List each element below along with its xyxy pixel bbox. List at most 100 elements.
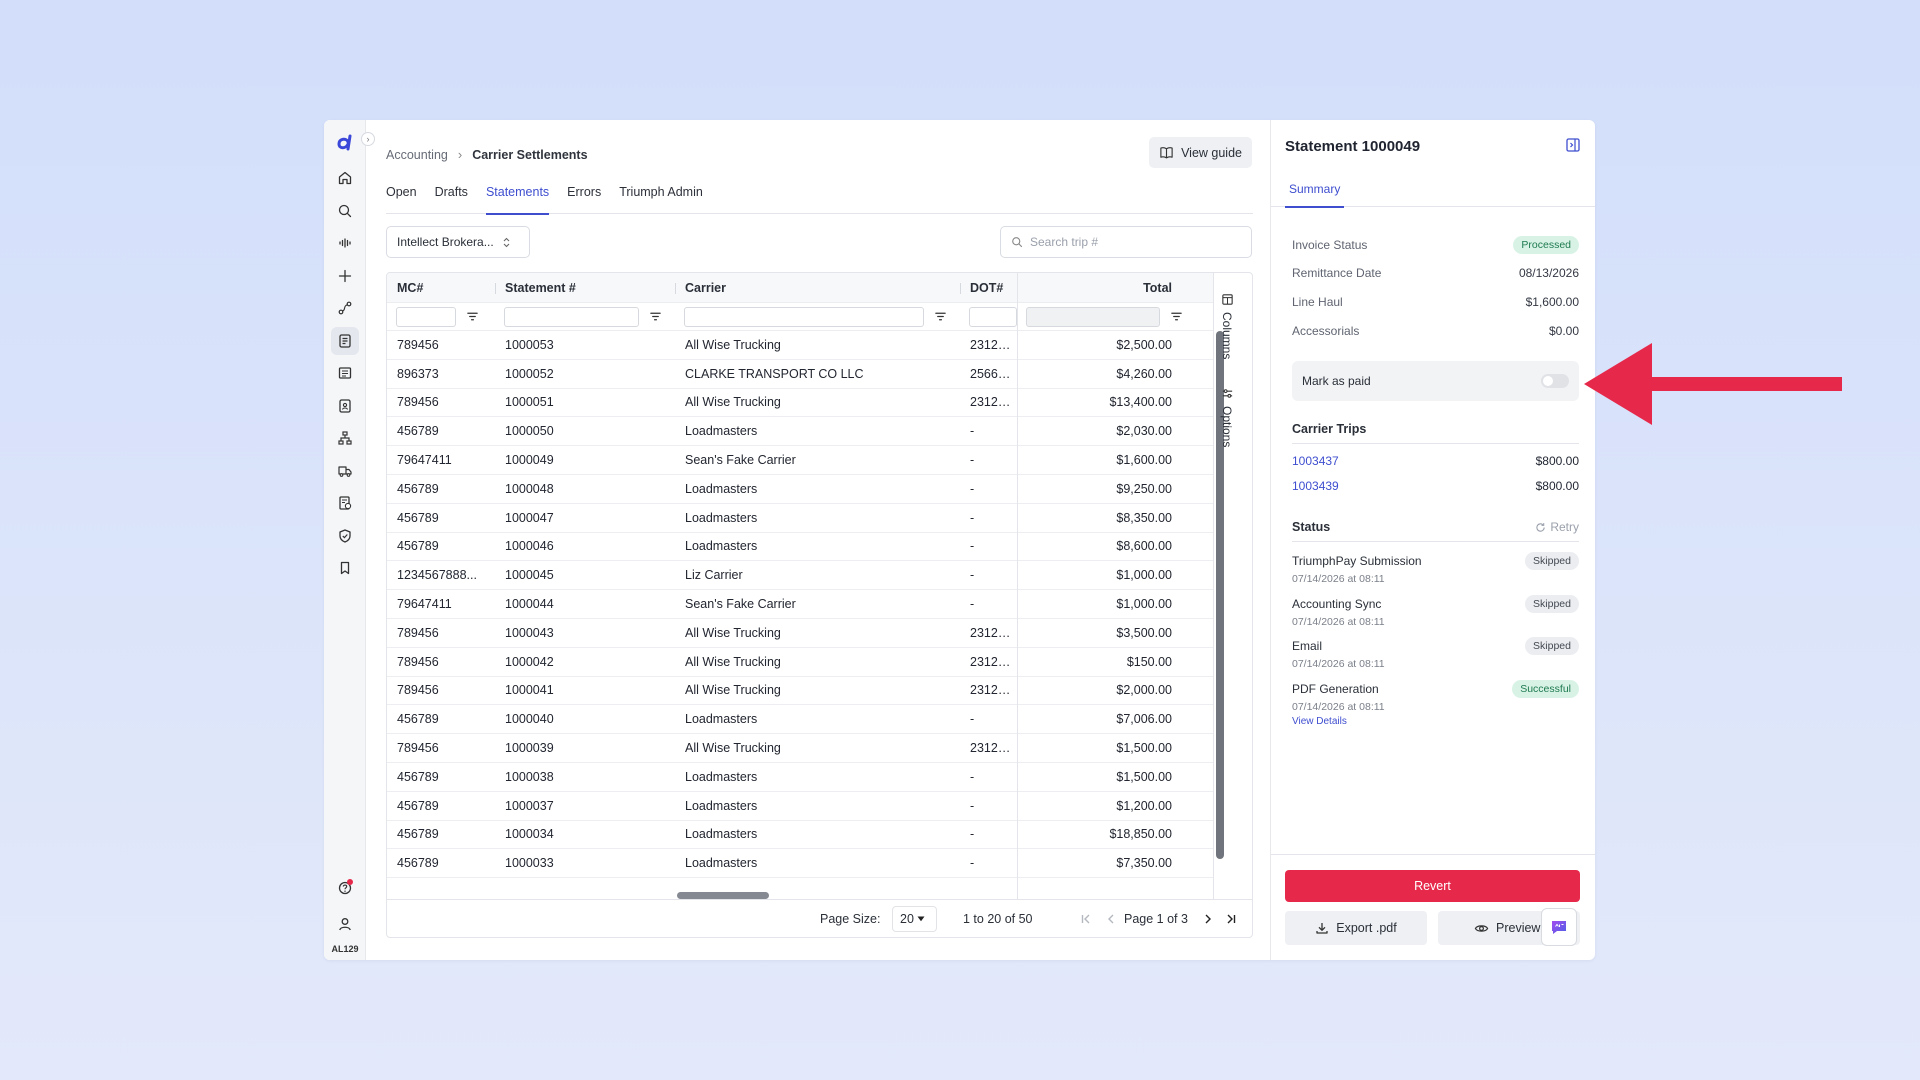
filter-input-carrier[interactable] <box>684 306 924 327</box>
sidebar-item-org[interactable] <box>331 424 359 452</box>
assistant-launcher-button[interactable] <box>1541 908 1577 946</box>
retry-button[interactable]: Retry <box>1535 520 1579 534</box>
column-header-dot[interactable]: DOT# <box>960 273 1017 302</box>
table-row[interactable]: 456789 1000037 Loadmasters - $1,200.00 <box>387 792 1213 821</box>
chevron-first-icon <box>1081 914 1090 923</box>
options-tool-tab[interactable]: Options <box>1220 387 1234 447</box>
tab-errors[interactable]: Errors <box>567 185 602 199</box>
route-icon <box>338 301 351 315</box>
tab-summary[interactable]: Summary <box>1285 182 1345 208</box>
filter-input-mc[interactable] <box>396 306 456 327</box>
cell-total: $1,500.00 <box>1116 769 1172 784</box>
export-pdf-button[interactable]: Export .pdf <box>1285 911 1427 945</box>
cell-mc: 789456 <box>397 683 439 698</box>
table-row[interactable]: 79647411 1000044 Sean's Fake Carrier - $1,00… <box>387 590 1213 619</box>
table-row[interactable]: 456789 1000047 Loadmasters - $8,350.00 <box>387 504 1213 533</box>
chevron-right-icon <box>1205 914 1211 923</box>
search-input[interactable] <box>1030 235 1230 249</box>
horizontal-scrollbar[interactable] <box>677 892 769 899</box>
filter-cell-statement <box>495 303 675 330</box>
table-row[interactable]: 456789 1000034 Loadmasters - $18,850.00 <box>387 821 1213 850</box>
sidebar-item-create[interactable] <box>331 262 359 290</box>
table-row[interactable]: 456789 1000040 Loadmasters - $7,006.00 <box>387 705 1213 735</box>
sidebar-item-home[interactable] <box>331 164 359 192</box>
sidebar-item-search[interactable] <box>331 197 359 225</box>
sidebar-item-voice[interactable] <box>331 229 359 257</box>
previous-page-button[interactable] <box>1105 913 1117 925</box>
table-row[interactable]: 789456 1000039 All Wise Trucking 2312544 $1,… <box>387 734 1213 763</box>
page-size-value: 20 <box>900 912 914 926</box>
filter-input-statement[interactable] <box>504 306 639 327</box>
page-size-select[interactable]: 20 <box>892 906 937 932</box>
carrier-trip-link[interactable]: 1003437 <box>1292 454 1339 468</box>
sidebar-item-routes[interactable] <box>331 294 359 322</box>
filter-icon[interactable] <box>649 310 662 323</box>
page-indicator: Page 1 of 3 <box>1124 911 1188 926</box>
filter-icon[interactable] <box>934 310 947 323</box>
table-row[interactable]: 1234567888... 1000045 Liz Carrier - $1,000.0… <box>387 561 1213 591</box>
columns-tool-tab[interactable]: Columns <box>1220 293 1234 359</box>
cell-mc: 456789 <box>397 481 439 496</box>
column-header-mc[interactable]: MC# <box>397 280 424 295</box>
column-header-carrier[interactable]: Carrier <box>675 273 960 302</box>
view-guide-button[interactable]: View guide <box>1149 137 1252 168</box>
sidebar-item-saved[interactable] <box>331 554 359 582</box>
column-header-total[interactable]: Total <box>1017 273 1184 302</box>
sliders-icon <box>1222 389 1232 398</box>
sidebar-item-carriers[interactable] <box>331 457 359 485</box>
user-profile-button[interactable] <box>331 910 359 938</box>
breadcrumb-accounting[interactable]: Accounting <box>386 147 448 162</box>
panel-collapse-button[interactable] <box>1565 137 1581 158</box>
carrier-trip-link[interactable]: 1003439 <box>1292 479 1339 493</box>
brand-logo-icon[interactable] <box>332 130 358 156</box>
table-row[interactable]: 789456 1000053 All Wise Trucking 2312544 $2,… <box>387 331 1213 360</box>
breadcrumb-current: Carrier Settlements <box>472 147 588 162</box>
tab-drafts[interactable]: Drafts <box>434 185 468 199</box>
status-badge: Processed <box>1513 236 1579 254</box>
sidebar-item-accounting[interactable] <box>330 326 359 355</box>
sidebar-item-compliance[interactable] <box>331 522 359 550</box>
cell-statement: 1000049 <box>505 453 554 468</box>
table-row[interactable]: 789456 1000042 All Wise Trucking 2312544 $15… <box>387 648 1213 677</box>
table-row[interactable]: 456789 1000033 Loadmasters - $7,350.00 <box>387 849 1213 879</box>
table-row[interactable]: 896373 1000052 CLARKE TRANSPORT CO LLC 2566… <box>387 360 1213 389</box>
tab-open[interactable]: Open <box>386 185 417 199</box>
accessorials-label: Accessorials <box>1292 324 1360 338</box>
column-header-statement[interactable]: Statement # <box>495 273 675 302</box>
sidebar-item-contacts[interactable] <box>331 392 359 420</box>
table-row[interactable]: 456789 1000050 Loadmasters - $2,030.00 <box>387 417 1213 447</box>
tab-triumph-admin[interactable]: Triumph Admin <box>619 185 703 199</box>
mark-as-paid-label: Mark as paid <box>1302 374 1371 388</box>
table-row[interactable]: 456789 1000046 Loadmasters - $8,600.00 <box>387 533 1213 562</box>
company-select[interactable]: Intellect Brokera... <box>386 226 530 258</box>
preview-label: Preview <box>1496 921 1541 935</box>
table-row[interactable]: 456789 1000038 Loadmasters - $1,500.00 <box>387 763 1213 792</box>
vertical-scrollbar[interactable] <box>1216 331 1224 859</box>
cell-statement: 1000052 <box>505 366 554 381</box>
cell-carrier: Loadmasters <box>685 712 758 727</box>
view-details-link[interactable]: View Details <box>1292 716 1347 727</box>
sidebar-item-invoices[interactable] <box>331 489 359 517</box>
table-row[interactable]: 789456 1000043 All Wise Trucking 2312544 $3,… <box>387 619 1213 648</box>
cell-carrier: Liz Carrier <box>685 568 743 583</box>
cell-total: $4,260.00 <box>1116 366 1172 381</box>
tab-statements[interactable]: Statements <box>485 184 550 215</box>
mark-as-paid-toggle[interactable] <box>1541 374 1569 388</box>
table-row[interactable]: 456789 1000048 Loadmasters - $9,250.00 <box>387 475 1213 504</box>
cell-dot: - <box>970 798 975 813</box>
revert-button[interactable]: Revert <box>1285 870 1580 902</box>
next-page-button[interactable] <box>1202 913 1214 925</box>
filter-input-dot[interactable] <box>969 306 1017 327</box>
first-page-button[interactable] <box>1080 913 1092 925</box>
filter-icon[interactable] <box>1170 310 1183 323</box>
sidebar-item-reports[interactable] <box>331 359 359 387</box>
sidebar-expand-button[interactable]: › <box>361 132 375 146</box>
table-row[interactable]: 789456 1000041 All Wise Trucking 2312544 $2,… <box>387 677 1213 706</box>
help-button[interactable] <box>331 874 359 902</box>
cell-dot: 2566642 <box>970 366 1017 381</box>
filter-icon[interactable] <box>466 310 479 323</box>
table-row[interactable]: 789456 1000051 All Wise Trucking 2312544 $13… <box>387 389 1213 418</box>
filter-input-total[interactable] <box>1026 306 1160 327</box>
table-row[interactable]: 79647411 1000049 Sean's Fake Carrier - $1,60… <box>387 446 1213 475</box>
last-page-button[interactable] <box>1225 913 1237 925</box>
